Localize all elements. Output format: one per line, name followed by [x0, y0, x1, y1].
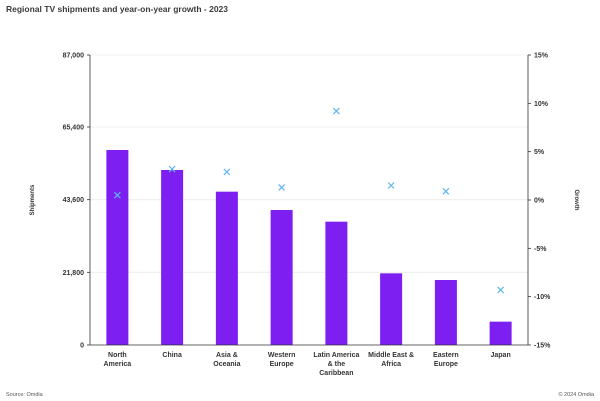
category-label-7: Japan	[491, 352, 511, 359]
growth-marker-2	[223, 168, 231, 176]
left-tick-label-1: 21,800	[63, 270, 85, 277]
right-tick-label-5: 10%	[534, 101, 549, 108]
right-axis-ticks: -15% -10% -5% 0% 5% 10% 15%	[528, 53, 551, 350]
right-tick-label-4: 5%	[534, 149, 545, 156]
left-tick-label-0: 0	[80, 343, 84, 350]
right-tick-label-3: 0%	[534, 198, 545, 205]
growth-marker-5	[387, 182, 395, 189]
growth-marker-3	[278, 184, 286, 191]
category-label-5: Middle East & Africa	[368, 352, 414, 368]
growth-markers	[113, 107, 505, 294]
chart-title: Regional TV shipments and year-on-year g…	[6, 4, 228, 14]
right-axis-title: Growth	[573, 190, 579, 211]
bar-7	[489, 321, 512, 345]
right-tick-label-1: -10%	[534, 294, 551, 301]
bar-4	[325, 221, 348, 345]
left-tick-label-4: 87,000	[63, 53, 85, 60]
source-note: Source: Omdia	[6, 392, 43, 398]
left-tick-label-3: 65,400	[63, 125, 85, 132]
bar-5	[380, 273, 403, 345]
right-tick-label-2: -5%	[534, 246, 547, 253]
category-labels: North America China Asia & Oceania Western Eur…	[104, 352, 511, 377]
copyright-note: © 2024 Omdia	[558, 392, 594, 398]
bar-0	[106, 150, 129, 345]
growth-marker-4	[332, 107, 340, 115]
growth-marker-7	[497, 286, 505, 294]
bar-series	[106, 150, 512, 345]
category-label-4: Latin America & the Caribbean	[313, 352, 359, 377]
grid-lines	[90, 54, 528, 273]
category-label-1: China	[162, 352, 182, 359]
category-label-0: North America	[104, 352, 132, 368]
left-axis-title: Shipments	[30, 184, 36, 215]
growth-marker-0	[113, 191, 121, 199]
left-tick-label-2: 43,600	[63, 197, 85, 204]
left-axis-ticks: 0 21,800 43,600 65,400 87,000	[63, 53, 90, 350]
right-tick-label-0: -15%	[534, 343, 551, 350]
bar-6	[434, 280, 457, 345]
category-label-6: Eastern Europe	[433, 352, 459, 368]
right-tick-label-6: 15%	[534, 53, 549, 60]
bar-2	[215, 191, 238, 345]
growth-marker-6	[442, 187, 450, 195]
category-label-3: Western Europe	[268, 352, 296, 368]
growth-marker-1	[168, 165, 176, 173]
category-label-2: Asia & Oceania	[213, 352, 240, 368]
bar-1	[161, 170, 184, 345]
bar-3	[270, 210, 293, 345]
